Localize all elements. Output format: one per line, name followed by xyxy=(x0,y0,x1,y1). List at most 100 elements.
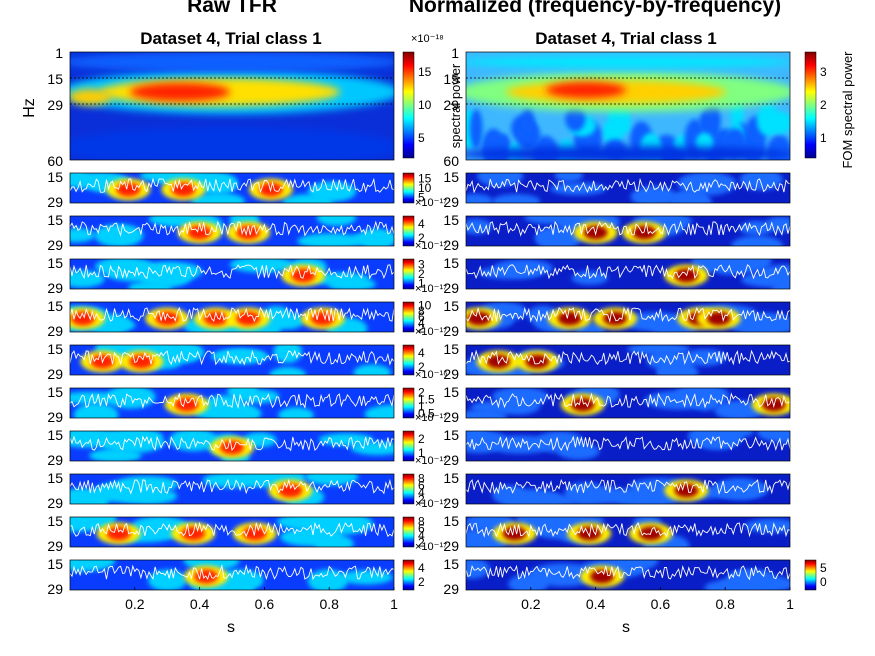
panel-frame xyxy=(69,516,395,548)
y-tick-label: 29 xyxy=(443,323,459,339)
panel-frame xyxy=(69,344,395,376)
y-tick-label: 15 xyxy=(47,513,63,529)
panel-frame xyxy=(69,559,395,591)
colorbar-exponent: ×10⁻¹⁷ xyxy=(415,240,447,252)
panel-frame xyxy=(69,172,395,204)
y-tick-label: 60 xyxy=(443,153,459,169)
x-tick-label: 1 xyxy=(390,596,398,612)
colorbar-tick-label: 6 xyxy=(418,310,425,324)
y-tick-label: 29 xyxy=(443,581,459,597)
colorbar-normalized-top: 3 2 1 xyxy=(804,51,827,159)
y-tick-label: 60 xyxy=(47,153,63,169)
title-right: Dataset 4, Trial class 1 xyxy=(535,29,716,48)
colorbar-tick-label: 4 xyxy=(418,529,425,543)
panel-frame xyxy=(69,51,395,161)
band-image xyxy=(466,517,790,547)
colorbar-normalized-band: 50 xyxy=(804,559,827,591)
power-blob xyxy=(297,233,365,246)
colorbar-exponent: ×10⁻¹⁷ xyxy=(415,197,447,209)
colorbar-tick-label: 4 xyxy=(418,346,425,360)
y-tick-label: 29 xyxy=(47,581,63,597)
signal-trace xyxy=(70,349,394,366)
power-blob xyxy=(516,121,541,150)
tfr-panel-raw: 1 15 29 60 xyxy=(47,45,395,169)
colorbar-tick-label: 1 xyxy=(418,276,425,290)
colorbar-raw-band: 42×10⁻¹⁷ xyxy=(402,215,447,252)
panel-frame xyxy=(69,430,395,462)
power-blob xyxy=(148,216,194,227)
power-blob xyxy=(70,52,394,72)
power-blob xyxy=(585,487,632,504)
power-blob xyxy=(226,405,262,418)
signal-trace xyxy=(70,220,394,237)
panel-frame xyxy=(465,215,791,247)
colorbar-tick-label: 1 xyxy=(418,400,425,414)
band-image xyxy=(466,431,790,461)
colorbar-tick-label: 5 xyxy=(418,190,425,204)
power-blob xyxy=(523,494,576,504)
band-image xyxy=(466,345,790,375)
band-image xyxy=(70,259,394,289)
y-tick-label: 29 xyxy=(47,323,63,339)
colorbar-tick-label: 2 xyxy=(418,432,425,446)
signal-trace xyxy=(466,349,790,366)
y-axis-label: Hz xyxy=(21,98,38,118)
colorbar-exponent: ×10⁻¹⁷ xyxy=(415,283,447,295)
signal-trace xyxy=(70,521,394,538)
colorbar-tick-label: 2 xyxy=(418,536,425,550)
y-tick-label: 15 xyxy=(47,341,63,357)
y-tick-label: 29 xyxy=(47,237,63,253)
y-tick-label: 1 xyxy=(451,45,459,61)
y-tick-label: 15 xyxy=(47,255,63,271)
colorbar-gradient xyxy=(402,172,415,204)
band-image xyxy=(70,302,394,332)
band-image xyxy=(70,517,394,547)
signal-trace xyxy=(70,306,394,323)
x-tick-label: 0.2 xyxy=(125,596,145,612)
power-blob xyxy=(670,192,713,203)
y-tick-label: 15 xyxy=(443,470,459,486)
colorbar-tick-label: 1 xyxy=(820,131,827,145)
band-image xyxy=(466,560,790,590)
y-tick-label: 15 xyxy=(443,169,459,185)
power-blob xyxy=(70,173,87,183)
colorbar-exponent: ×10⁻¹⁷ xyxy=(415,541,447,553)
colorbar-tick-label: 1 xyxy=(418,446,425,460)
colorbar-gradient xyxy=(402,516,415,548)
y-tick-label: 29 xyxy=(47,495,63,511)
power-blob xyxy=(364,404,394,418)
band-image xyxy=(466,173,790,203)
panel-frame xyxy=(69,473,395,505)
colorbar-exponent: ×10⁻¹⁷ xyxy=(415,412,447,424)
y-tick-label: 29 xyxy=(443,366,459,382)
y-tick-label: 29 xyxy=(47,280,63,296)
cbar-label-right: FOM spectral power xyxy=(840,51,855,169)
colorbar-tick-label: 3 xyxy=(418,258,425,272)
power-blob xyxy=(535,431,584,453)
y-tick-label: 15 xyxy=(443,71,459,87)
power-blob xyxy=(340,570,393,585)
colorbar-tick-label: 2 xyxy=(418,322,425,336)
suptitle-left: Raw TFR xyxy=(187,0,277,17)
power-blob xyxy=(630,186,678,203)
colorbar-raw-band: 21×10⁻¹⁷ xyxy=(402,430,447,467)
colorbar-tick-label: 5 xyxy=(820,561,827,575)
power-blob xyxy=(350,441,394,456)
colorbar-raw-top: 15 10 5 xyxy=(402,51,432,159)
y-tick-label: 15 xyxy=(47,556,63,572)
power-blob xyxy=(535,227,581,246)
power-blob xyxy=(674,388,730,407)
y-tick-label: 15 xyxy=(47,169,63,185)
power-blob xyxy=(525,354,550,369)
colorbar-tick-label: 1.5 xyxy=(418,392,435,406)
colorbar-raw-band: 42 xyxy=(402,559,425,591)
y-tick-label: 29 xyxy=(47,97,63,113)
power-blob xyxy=(70,89,112,105)
colorbar-tick-label: 10 xyxy=(418,98,432,112)
band-image xyxy=(70,388,394,418)
